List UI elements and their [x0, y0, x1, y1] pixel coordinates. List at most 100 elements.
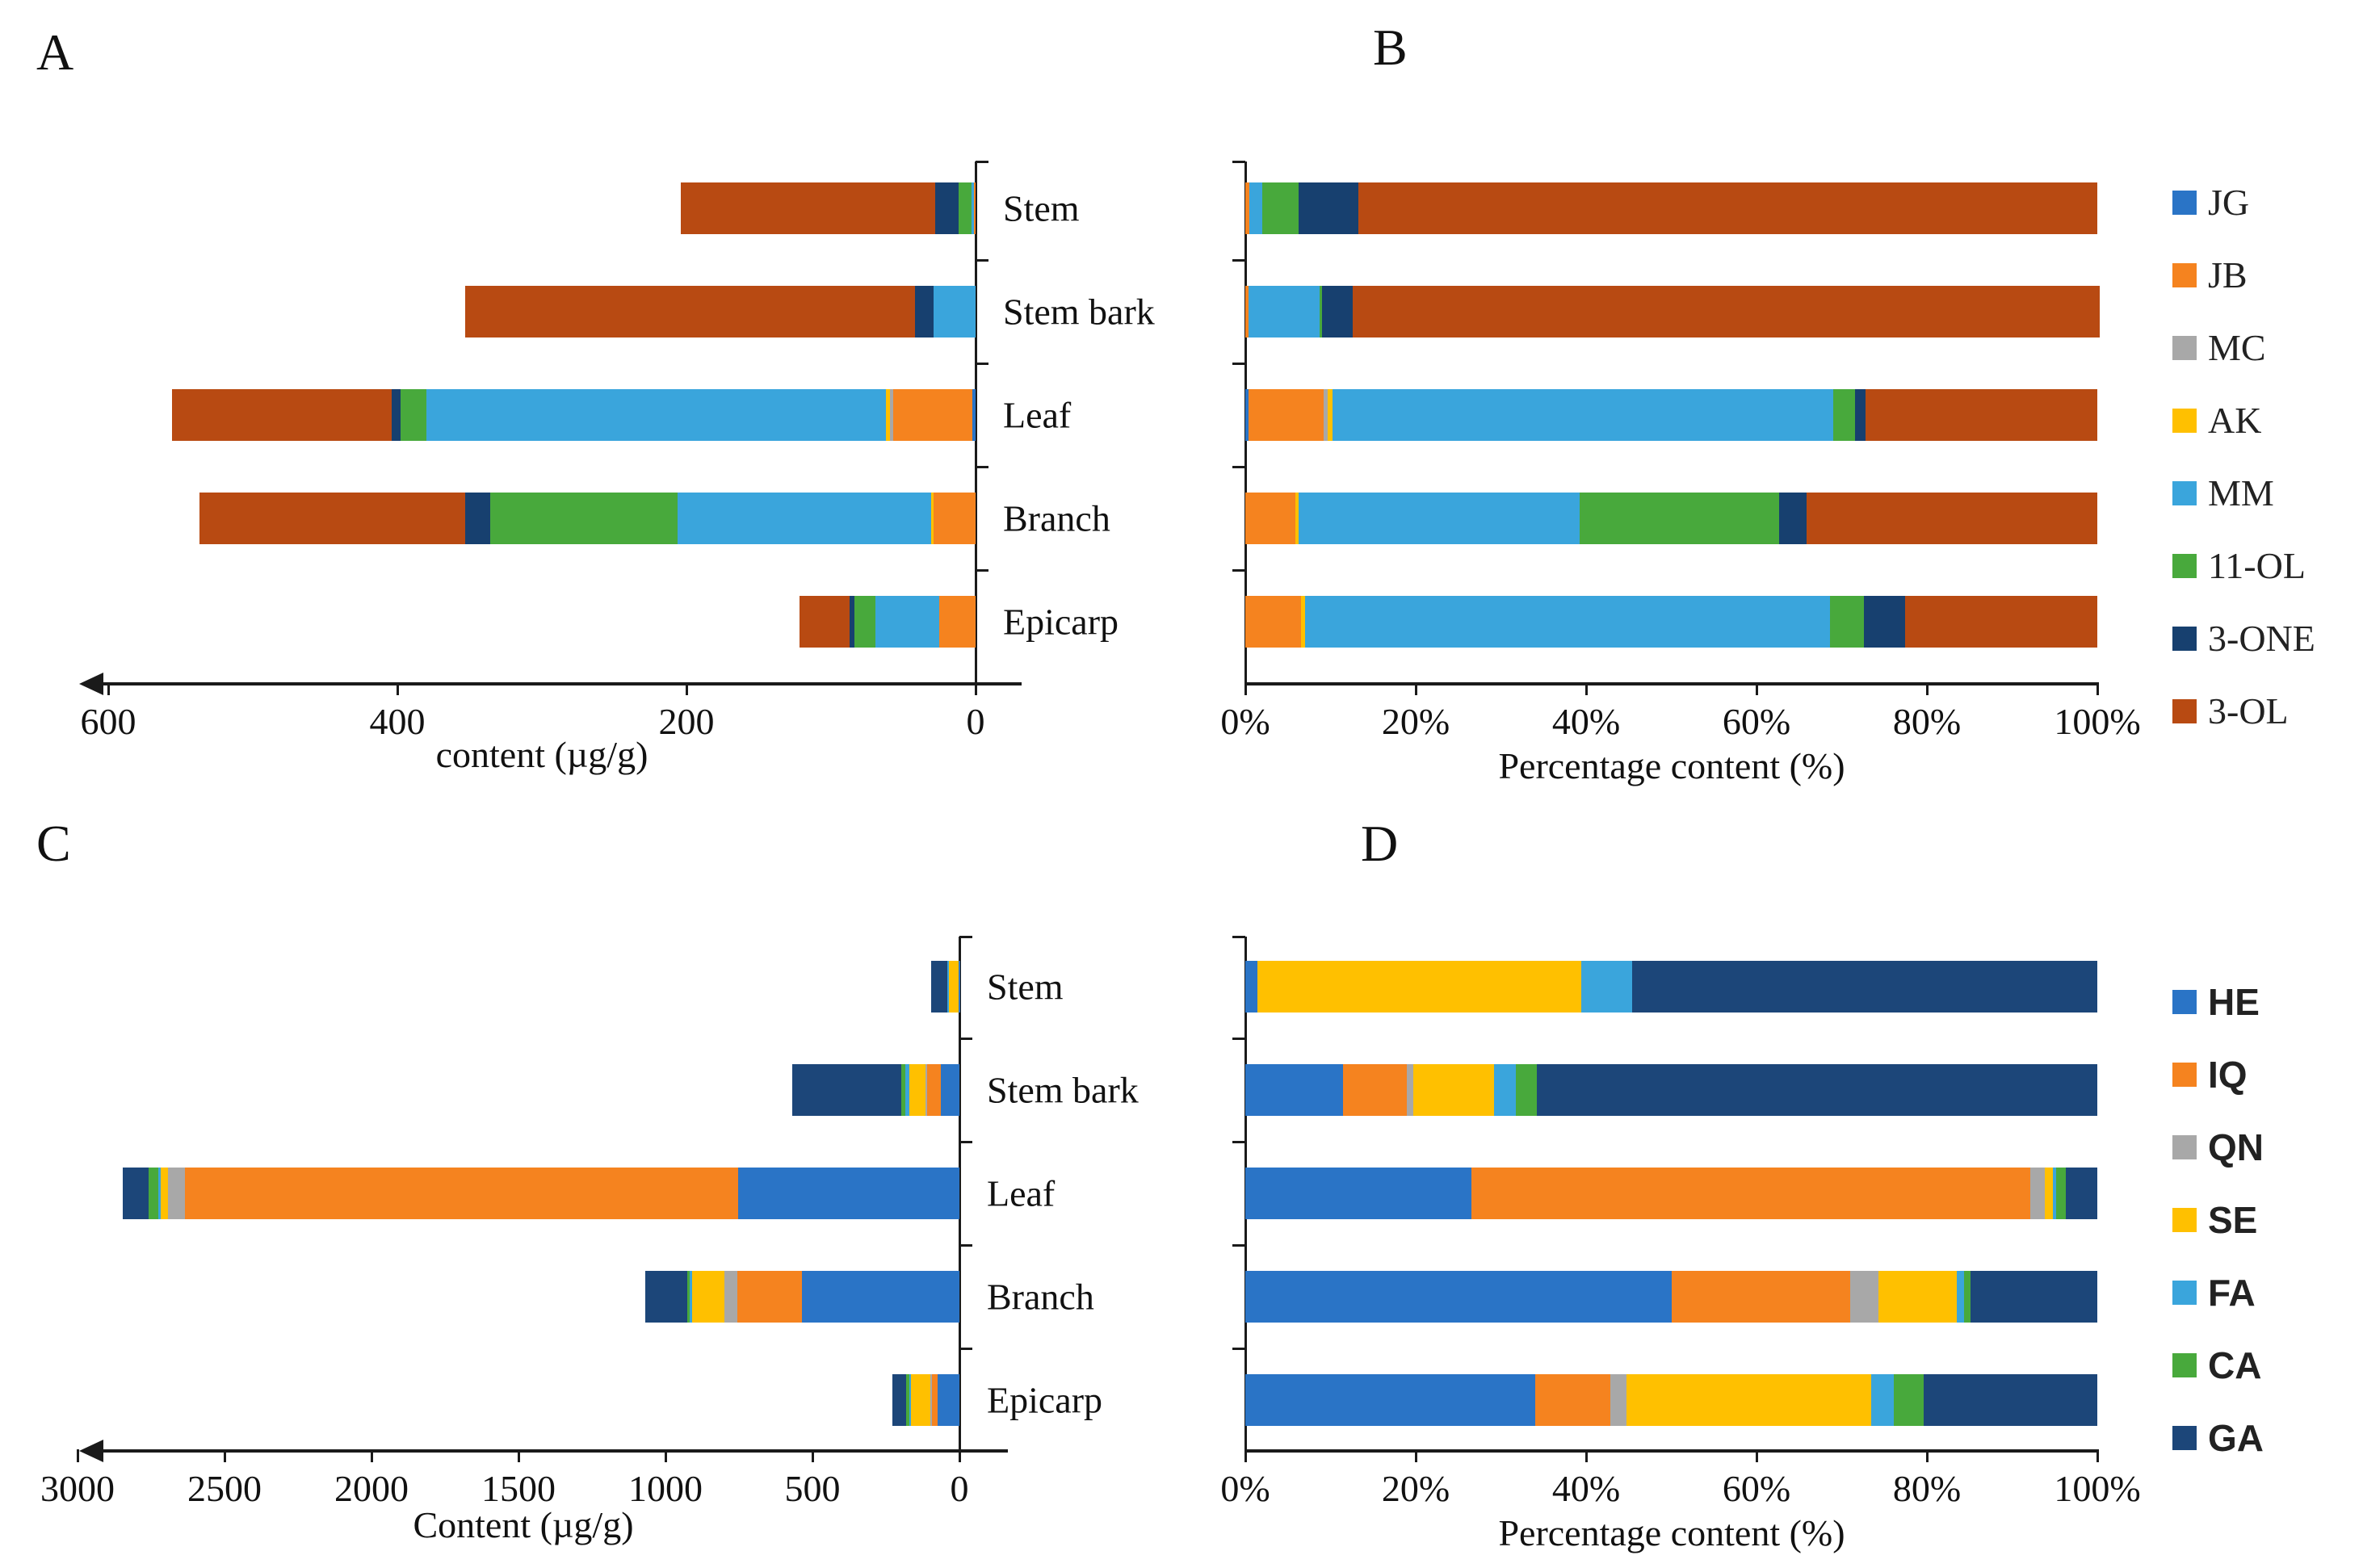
bar-segment-QN	[2029, 1168, 2045, 1219]
bar-segment-HE	[802, 1271, 959, 1323]
legend-item-AK: AK	[2172, 399, 2261, 442]
tick-label: 80%	[1892, 701, 1962, 742]
bar-segment-HE	[941, 1064, 959, 1116]
tick-label: 40%	[1551, 701, 1621, 742]
category-label: Epicarp	[1003, 601, 1119, 643]
bar-segment-11-OL	[1262, 182, 1299, 234]
bar-segment-HE	[737, 1168, 959, 1219]
category-label: Stem bark	[987, 1069, 1139, 1111]
category-axis-tick	[976, 466, 988, 468]
legend-label-MM: MM	[2208, 472, 2274, 514]
legend-item-FA: FA	[2172, 1271, 2256, 1314]
legend-swatch-3-OL	[2172, 698, 2197, 723]
category-axis-tick	[1232, 259, 1245, 262]
legend-swatch-3-ONE	[2172, 626, 2197, 651]
bar-segment-3-ONE	[914, 286, 934, 337]
tick-label: 600	[80, 701, 136, 742]
bar-segment-3-OL	[680, 182, 935, 234]
tick-label: 60%	[1722, 701, 1791, 742]
legend-swatch-IQ	[2172, 1063, 2197, 1087]
bar-segment-3-OL	[1866, 389, 2097, 441]
tick-label: 3000	[40, 1468, 115, 1509]
bar-segment-3-OL	[171, 389, 392, 441]
bar-segment-IQ	[1671, 1271, 1851, 1323]
bar-segment-JB	[1245, 286, 1249, 337]
axis-tick	[959, 1449, 961, 1462]
bar-segment-FA	[1580, 961, 1632, 1012]
bar-segment-3-ONE	[391, 389, 401, 441]
category-axis-tick	[1232, 1244, 1245, 1247]
category-axis-tick	[1232, 466, 1245, 468]
bar-segment-IQ	[926, 1064, 942, 1116]
bar-segment-QN	[930, 1374, 932, 1426]
axis-tick	[812, 1449, 814, 1462]
bar-segment-AK	[1328, 389, 1333, 441]
tick-label: 20%	[1381, 1468, 1450, 1509]
bar-segment-3-ONE	[1855, 389, 1866, 441]
bar-segment-CA	[2056, 1168, 2066, 1219]
axis-tick	[1244, 1449, 1247, 1462]
axis-tick	[518, 1449, 520, 1462]
axis-tick	[1415, 1449, 1417, 1462]
x-axis-line	[1245, 1449, 2097, 1453]
bar-segment-QN	[724, 1271, 738, 1323]
axis-tick	[107, 682, 110, 695]
bar-segment-11-OL	[1829, 596, 1864, 648]
bar-segment-JB	[1245, 493, 1296, 544]
category-label: Branch	[1003, 497, 1110, 539]
tick-label: 40%	[1551, 1468, 1621, 1509]
bar-segment-GA	[2065, 1168, 2097, 1219]
bar-segment-SE	[1412, 1064, 1495, 1116]
axis-tick	[2096, 682, 2099, 695]
bar-segment-JG	[972, 389, 976, 441]
legend-label-QN: QN	[2208, 1126, 2264, 1168]
bar-segment-CA	[900, 1064, 906, 1116]
bar-segment-3-ONE	[1321, 286, 1353, 337]
category-label: Stem	[987, 966, 1064, 1008]
legend-item-MC: MC	[2172, 326, 2266, 369]
panel-c-letter: C	[36, 815, 71, 872]
legend-swatch-QN	[2172, 1135, 2197, 1159]
bar-segment-GA	[892, 1374, 906, 1426]
category-axis-tick	[959, 1038, 972, 1040]
legend-label-MC: MC	[2208, 327, 2266, 368]
category-label: Branch	[987, 1276, 1094, 1318]
bar-segment-SE	[2044, 1168, 2054, 1219]
legend-swatch-11-OL	[2172, 553, 2197, 578]
axis-tick	[665, 1449, 667, 1462]
legend-item-QN: QN	[2172, 1126, 2264, 1169]
bar-segment-3-ONE	[1299, 182, 1359, 234]
category-axis-tick	[1232, 1141, 1245, 1143]
bar-segment-FA	[1871, 1374, 1894, 1426]
bar-segment-CA	[1516, 1064, 1537, 1116]
bar-segment-CA	[149, 1168, 159, 1219]
tick-label: 60%	[1722, 1468, 1791, 1509]
tick-label: 0	[966, 701, 985, 742]
category-axis-tick	[976, 161, 988, 163]
axis-tick	[1756, 1449, 1758, 1462]
axis-tick	[2096, 1449, 2099, 1462]
legend-item-CA: CA	[2172, 1344, 2261, 1387]
bar-segment-FA	[905, 1064, 909, 1116]
bar-segment-GA	[122, 1168, 149, 1219]
category-axis-line	[975, 161, 977, 682]
bar-segment-JB	[1249, 389, 1324, 441]
legend-label-3-OL: 3-OL	[2208, 690, 2289, 732]
axis-tick	[975, 682, 977, 695]
bar-segment-CA	[1964, 1271, 1971, 1323]
bar-segment-3-OL	[1807, 493, 2097, 544]
bar-segment-MM	[1299, 493, 1580, 544]
axis-tick	[77, 1449, 79, 1462]
tick-label: 100%	[2054, 1468, 2141, 1509]
bar-segment-HE	[1245, 1064, 1344, 1116]
bar-segment-3-ONE	[850, 596, 854, 648]
category-axis-line	[959, 937, 961, 1449]
category-axis-tick	[959, 936, 972, 938]
tick-label: 1500	[481, 1468, 556, 1509]
bar-segment-SE	[911, 1374, 931, 1426]
bar-segment-3-OL	[1904, 596, 2097, 648]
category-axis-tick	[1232, 569, 1245, 572]
legend-swatch-MM	[2172, 480, 2197, 505]
bar-segment-JB	[1245, 182, 1250, 234]
